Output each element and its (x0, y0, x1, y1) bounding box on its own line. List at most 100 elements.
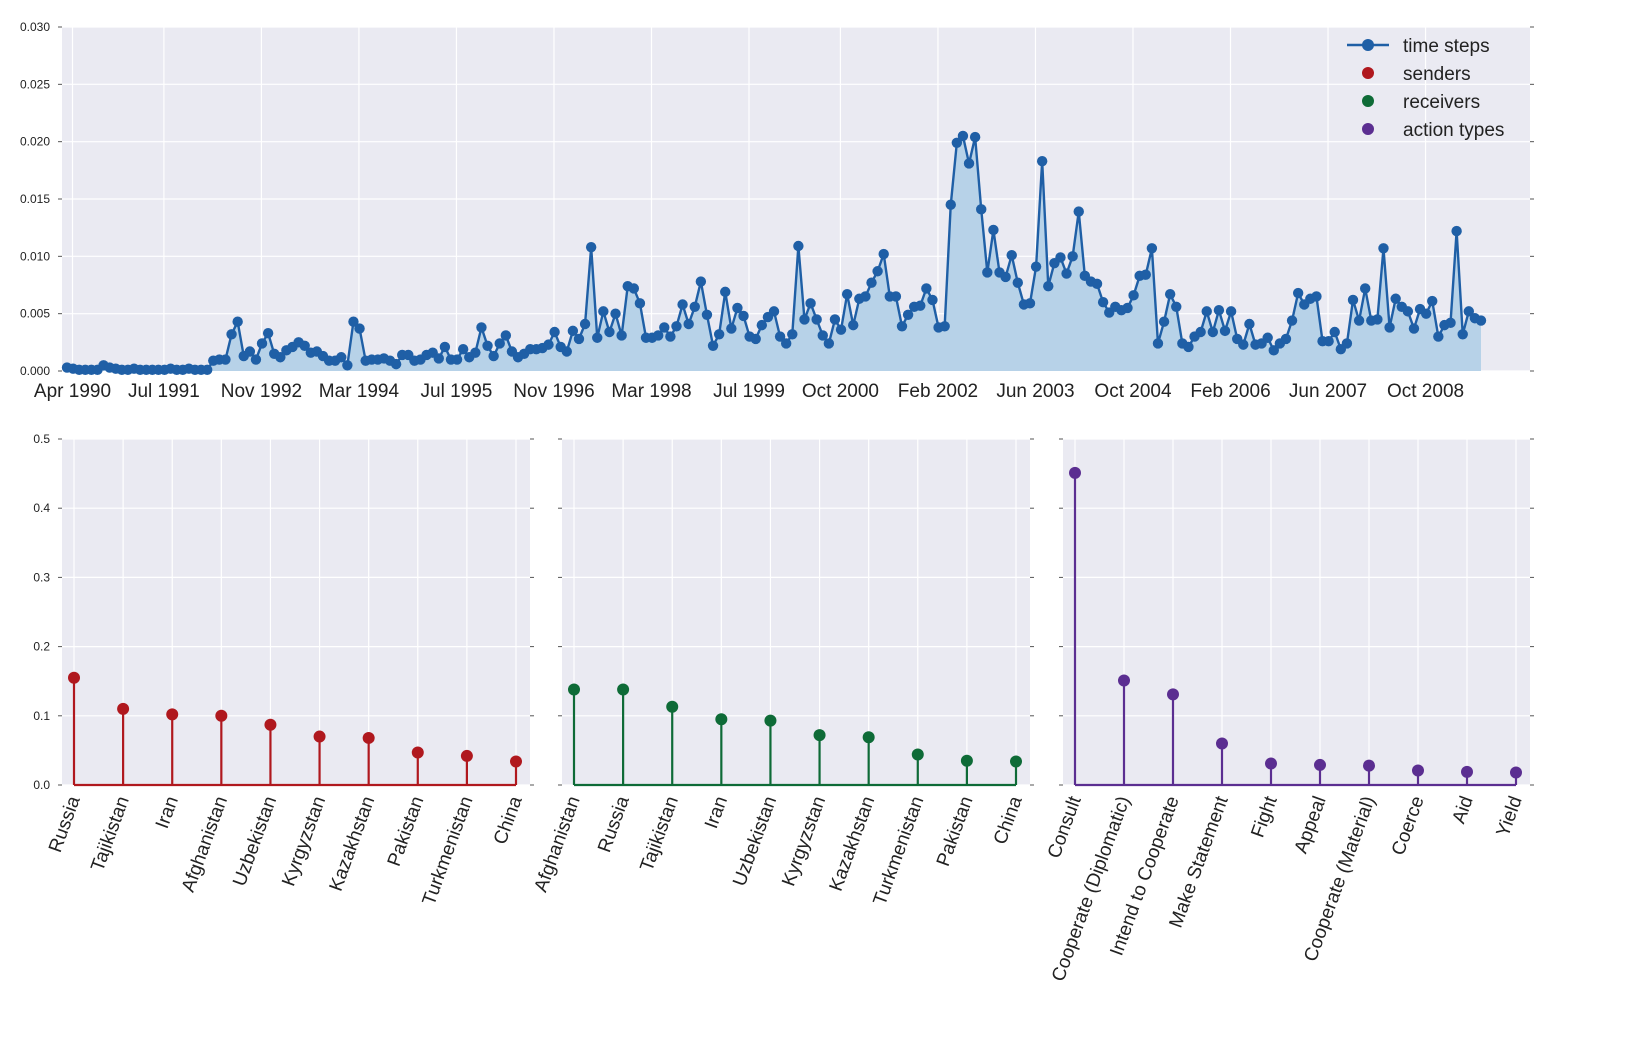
stem-marker (715, 713, 728, 726)
time-step-point (872, 266, 883, 277)
time-step-point (768, 306, 780, 317)
time-step-point (1323, 335, 1334, 347)
y-tick-label: 0.4 (33, 501, 50, 515)
time-step-point (592, 332, 603, 343)
x-tick-label: Kazakhstan (326, 794, 380, 894)
time-step-point (549, 326, 560, 338)
time-step-point (957, 130, 969, 142)
stem-marker (510, 755, 522, 768)
stem-marker (617, 683, 630, 696)
time-step-point (976, 204, 987, 215)
time-step-point (1006, 249, 1017, 261)
x-tick-label: Jun 2007 (1289, 381, 1367, 402)
time-step-point (1207, 326, 1219, 338)
stem-marker (911, 748, 924, 761)
time-step-point (1451, 225, 1462, 237)
time-step-point (1146, 243, 1158, 254)
time-step-point (799, 314, 810, 325)
time-step-point (878, 248, 889, 260)
legend-label: receivers (1403, 92, 1480, 113)
time-step-point (671, 321, 682, 332)
time-step-point (665, 331, 676, 342)
time-step-point (262, 327, 274, 339)
time-step-point (817, 330, 828, 341)
y-tick-label: 0.3 (33, 570, 50, 584)
time-step-point (598, 306, 609, 317)
time-step-point (793, 240, 804, 252)
x-tick-label: Aid (1449, 794, 1478, 827)
time-step-point (220, 354, 231, 365)
time-step-point (390, 358, 402, 370)
time-step-point (811, 314, 822, 325)
stem-marker (1167, 688, 1179, 701)
time-step-point (1427, 295, 1438, 307)
time-step-point (488, 350, 499, 362)
x-tick-label: Russia (45, 793, 85, 855)
time-step-point (1360, 283, 1371, 294)
time-step-point (1329, 326, 1340, 338)
x-tick-label: Kazakhstan (826, 794, 880, 894)
time-step-point (275, 352, 286, 363)
time-step-point (567, 325, 579, 337)
time-step-point (1067, 251, 1078, 262)
stem-marker (1010, 755, 1022, 768)
y-tick-label: 0.0 (33, 778, 50, 792)
time-step-point (1024, 298, 1036, 309)
stem-marker (1118, 674, 1130, 687)
x-tick-label: Iran (701, 794, 732, 832)
time-step-point (927, 294, 938, 306)
time-step-point (848, 319, 859, 331)
time-step-point (451, 354, 463, 365)
time-step-point (1036, 155, 1048, 167)
time-step-point (1128, 290, 1139, 301)
time-step-point (1280, 333, 1292, 345)
time-step-point (701, 309, 713, 321)
time-step-point (921, 283, 932, 294)
x-tick-label: Afghanistan (178, 794, 232, 895)
time-step-point (835, 324, 847, 335)
time-step-point (634, 298, 646, 309)
x-tick-label: Afghanistan (531, 794, 585, 895)
time-step-point (963, 158, 975, 169)
x-tick-label: Apr 1990 (34, 381, 111, 402)
time-step-point (232, 316, 243, 327)
time-step-point (902, 309, 914, 321)
time-step-point (860, 291, 871, 302)
time-step-point (482, 340, 493, 351)
stem-marker (313, 730, 326, 743)
time-step-point (720, 286, 731, 298)
time-step-point (573, 333, 585, 345)
x-tick-label: Jul 1991 (128, 381, 200, 402)
time-step-point (1457, 329, 1468, 340)
time-step-point (890, 291, 902, 302)
x-tick-label: Tajikistan (87, 794, 133, 875)
x-tick-label: Kyrgyzstan (278, 794, 330, 889)
x-tick-label: Jul 1995 (421, 381, 493, 402)
x-tick-label: Russia (594, 793, 634, 855)
stem-marker (68, 671, 80, 684)
time-step-point (1195, 326, 1206, 338)
x-tick-label: Feb 2002 (898, 381, 978, 402)
x-tick-label: Pakistan (933, 794, 978, 870)
stem-marker (960, 754, 973, 767)
y-tick-label: 0.015 (20, 192, 50, 206)
time-step-point (354, 323, 365, 334)
time-step-point (433, 353, 444, 364)
time-step-point (713, 329, 725, 340)
x-tick-label: Pakistan (384, 794, 429, 870)
stem-marker (411, 746, 424, 759)
x-tick-label: Uzbekistan (229, 794, 281, 890)
time-step-point (653, 330, 664, 341)
x-tick-label: Uzbekistan (729, 794, 781, 890)
x-tick-label: Jun 2003 (996, 381, 1074, 402)
time-step-point (695, 276, 707, 287)
y-tick-label: 0.010 (20, 249, 50, 263)
x-tick-label: Turkmenistan (870, 794, 929, 909)
time-step-point (787, 329, 798, 340)
time-step-point (585, 241, 597, 253)
x-tick-label: Appeal (1291, 794, 1331, 857)
time-step-point (1463, 306, 1475, 317)
time-step-point (1378, 243, 1389, 254)
time-step-point (1311, 291, 1322, 302)
